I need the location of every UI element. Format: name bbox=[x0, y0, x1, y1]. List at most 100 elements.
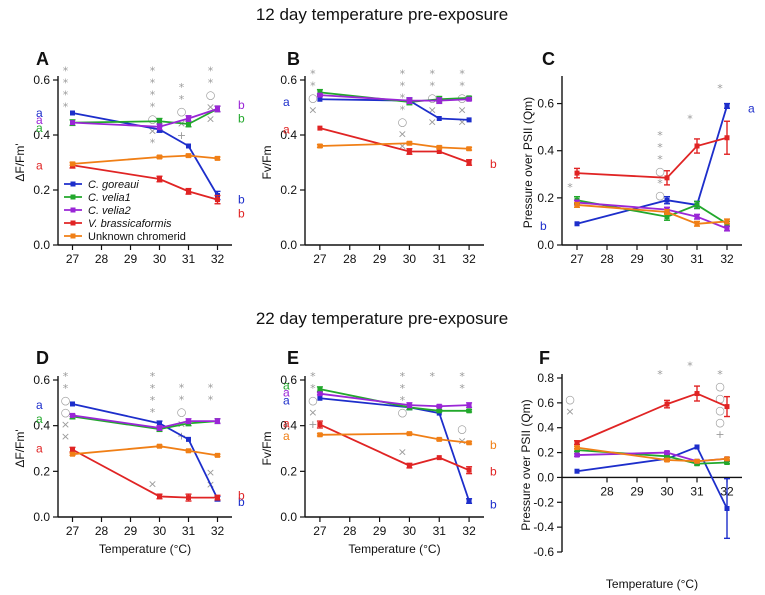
series-line bbox=[72, 164, 218, 201]
significance-mark: * bbox=[430, 79, 436, 92]
y-tick-label: 0.2 bbox=[537, 446, 554, 460]
group-letter: a bbox=[36, 412, 43, 426]
data-point bbox=[157, 118, 162, 124]
significance-mark: ○ bbox=[715, 404, 725, 417]
y-tick-label: 0.0 bbox=[280, 510, 297, 524]
significance-mark: * bbox=[717, 368, 723, 381]
y-axis-label: Fv/Fm bbox=[260, 146, 274, 180]
panel-b: B0.00.20.40.627 28 29 30 31 32Fv/Fm**○×****○×… bbox=[260, 49, 497, 266]
data-point bbox=[466, 440, 472, 446]
data-point bbox=[186, 153, 191, 159]
data-point bbox=[436, 144, 442, 150]
x-tick-label: 30 bbox=[403, 524, 417, 538]
series-line bbox=[72, 415, 218, 431]
data-point bbox=[724, 506, 730, 511]
significance-mark: * bbox=[63, 65, 69, 78]
significance-mark: * bbox=[459, 79, 465, 92]
x-tick-label: 28 bbox=[600, 484, 614, 498]
y-axis-label: Pressure over PSII (Qm) bbox=[521, 97, 535, 228]
data-point bbox=[724, 456, 730, 462]
panel-c: C 0.0 0.2 0.4 0.6 27 28 29 30 31 32 Pressure over P… bbox=[521, 49, 755, 266]
x-tick-label: 28 bbox=[343, 524, 357, 538]
series-v-brassicaformis bbox=[317, 125, 473, 166]
legend-marker bbox=[70, 207, 76, 213]
data-point bbox=[436, 98, 442, 104]
significance-mark: * bbox=[310, 382, 316, 395]
group-letter: a bbox=[748, 101, 755, 115]
legend-marker bbox=[70, 220, 76, 226]
y-tick-label: 0.6 bbox=[33, 73, 50, 87]
series-unknown-chromerid bbox=[574, 445, 730, 464]
y-tick-label: -0.4 bbox=[533, 520, 554, 534]
data-point bbox=[574, 452, 580, 458]
series-line bbox=[319, 94, 470, 102]
legend-label: C. velia1 bbox=[88, 192, 131, 204]
data-point bbox=[664, 209, 670, 215]
data-point bbox=[694, 444, 700, 450]
series-c-velia2 bbox=[316, 391, 473, 409]
legend-label: Unknown chromerid bbox=[88, 231, 186, 243]
significance-mark: * bbox=[310, 370, 316, 383]
panel-e: E 0.0 0.2 0.4 0.6 27 28 29 30 31 32 Fv/Fm Temperatur… bbox=[260, 348, 497, 556]
significance-mark: ○ bbox=[655, 189, 665, 202]
significance-mark: * bbox=[657, 177, 663, 190]
data-point bbox=[664, 197, 670, 203]
legend-item-velia2: C. velia2 bbox=[64, 205, 131, 217]
significance-mark: × bbox=[457, 115, 466, 128]
y-tick-label: 0.6 bbox=[280, 373, 297, 387]
series-v-brassicaformis bbox=[574, 120, 730, 186]
x-tick-label: 29 bbox=[373, 524, 387, 538]
y-axis-label: Fv/Fm bbox=[260, 432, 274, 466]
data-point bbox=[186, 418, 191, 424]
x-tick-label: 28 bbox=[343, 252, 357, 266]
data-point bbox=[70, 120, 75, 126]
significance-mark: × bbox=[428, 103, 437, 116]
significance-mark: * bbox=[150, 394, 156, 407]
top-title: 12 day temperature pre-exposure bbox=[256, 5, 508, 24]
series-unknown-chromerid bbox=[316, 140, 473, 152]
y-tick-label: 0.2 bbox=[280, 183, 297, 197]
significance-mark: * bbox=[150, 382, 156, 395]
legend-marker bbox=[70, 233, 76, 239]
data-point bbox=[317, 96, 323, 102]
group-letter: b bbox=[238, 98, 245, 112]
data-point bbox=[186, 121, 191, 127]
group-letter: b bbox=[238, 206, 245, 220]
series-unknown-chromerid bbox=[69, 153, 221, 167]
series-unknown-chromerid bbox=[69, 443, 221, 458]
significance-mark: × bbox=[398, 127, 407, 140]
significance-mark: * bbox=[657, 153, 663, 166]
significance-mark: ○ bbox=[715, 416, 725, 429]
y-axis-label: ΔF/Fm' bbox=[13, 429, 27, 467]
series-line bbox=[576, 445, 728, 509]
series-line bbox=[319, 142, 470, 150]
series-line bbox=[72, 154, 218, 165]
x-tick-label: 28 bbox=[95, 524, 109, 538]
significance-mark: * bbox=[63, 382, 69, 395]
data-point bbox=[186, 436, 191, 442]
x-tick-label: 29 bbox=[630, 252, 644, 266]
significance-mark: * bbox=[208, 381, 214, 394]
series-line bbox=[319, 397, 470, 502]
series-line bbox=[319, 388, 470, 412]
significance-mark: * bbox=[63, 370, 69, 383]
significance-mark: * bbox=[150, 370, 156, 383]
panel-f: F-0.6-0.4-0.20.00.20.40.60.828 29 30 31 32Pr… bbox=[519, 348, 742, 591]
data-point bbox=[694, 143, 700, 149]
group-letter: a bbox=[36, 113, 43, 127]
data-point bbox=[215, 418, 220, 424]
data-point bbox=[317, 432, 323, 438]
data-point bbox=[466, 160, 472, 165]
data-point bbox=[215, 106, 220, 112]
group-letter: b bbox=[490, 157, 497, 171]
panel-label: A bbox=[36, 49, 49, 69]
significance-mark: * bbox=[459, 370, 465, 383]
series-c-velia2 bbox=[69, 412, 221, 431]
significance-mark: * bbox=[150, 77, 156, 90]
panel-d: D 0.0 0.2 0.4 0.6 27 28 29 30 31 32 ΔF/Fm' Temperatu… bbox=[13, 348, 245, 556]
significance-mark: ○ bbox=[427, 91, 437, 104]
data-point bbox=[186, 143, 191, 149]
significance-mark: * bbox=[717, 82, 723, 95]
series-line bbox=[72, 108, 218, 128]
